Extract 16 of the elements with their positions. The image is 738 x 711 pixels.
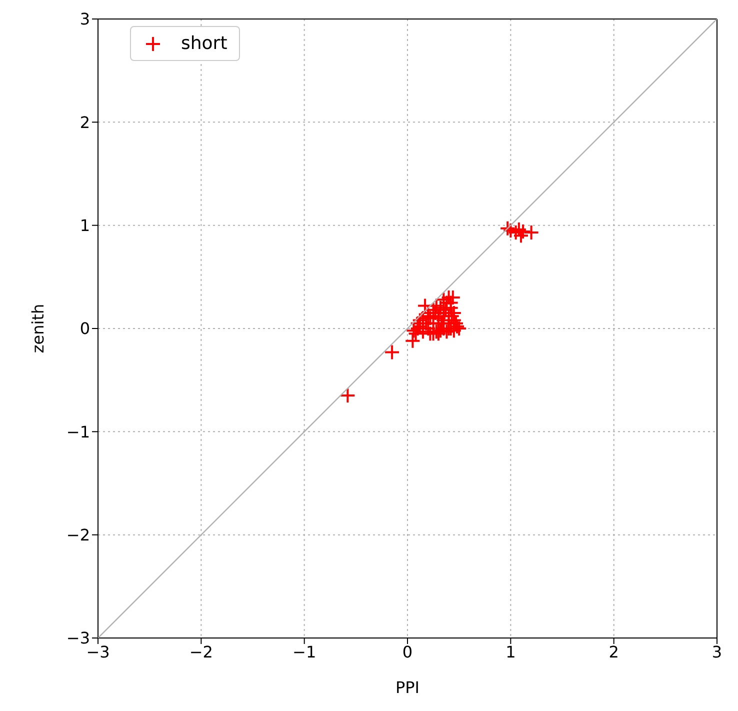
x-tick-label: −1 [292,642,316,662]
legend-label: short [181,33,228,54]
y-tick-label: 2 [80,112,90,132]
y-tick-label: −2 [66,526,90,545]
y-tick-label: 0 [80,319,90,338]
y-tick-label: −1 [66,422,90,442]
x-tick-label: 3 [712,642,722,662]
x-tick-label: 2 [608,642,619,662]
x-tick-label: 0 [402,642,413,662]
y-tick-label: 3 [80,10,90,29]
x-tick-label: 1 [506,642,516,662]
y-axis-title: zenith [28,304,48,354]
x-tick-label: −2 [189,642,213,662]
y-tick-label: −3 [66,628,90,648]
y-tick-label: 1 [80,216,90,236]
x-axis-title: PPI [395,678,420,697]
